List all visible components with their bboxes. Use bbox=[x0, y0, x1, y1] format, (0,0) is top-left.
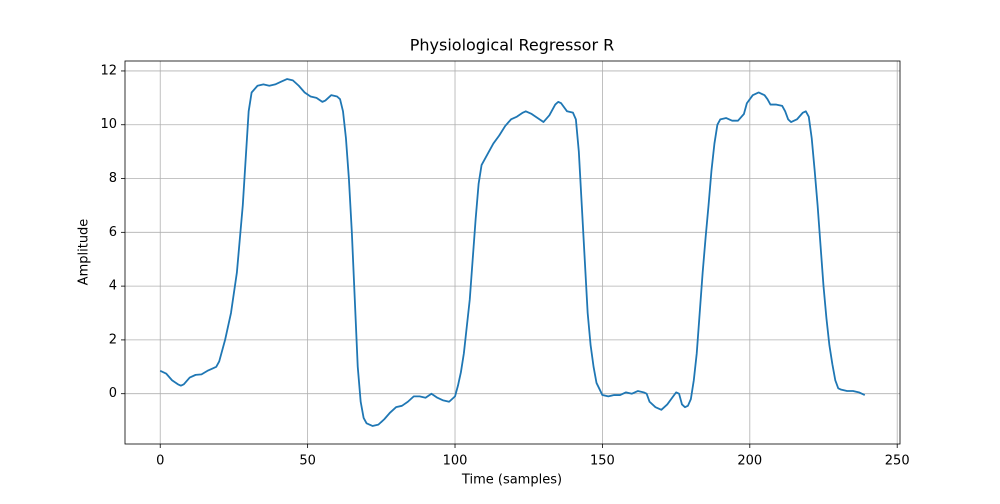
axes-frame bbox=[124, 60, 901, 445]
chart-title: Physiological Regressor R bbox=[410, 36, 615, 55]
x-axis-label: Time (samples) bbox=[461, 473, 562, 488]
y-tick-label: 10 bbox=[100, 117, 117, 132]
x-tick-label: 200 bbox=[737, 454, 762, 469]
x-tick-label: 100 bbox=[443, 454, 468, 469]
y-tick-label: 6 bbox=[109, 225, 117, 240]
y-tick-label: 8 bbox=[109, 171, 117, 186]
x-tick-label: 0 bbox=[156, 454, 164, 469]
y-tick-label: 2 bbox=[109, 332, 117, 347]
y-tick-label: 12 bbox=[100, 63, 117, 78]
y-tick-label: 0 bbox=[109, 386, 117, 401]
data-line bbox=[159, 78, 866, 427]
x-tick-label: 50 bbox=[299, 454, 316, 469]
y-tick-label: 4 bbox=[109, 279, 117, 294]
x-tick-label: 150 bbox=[590, 454, 615, 469]
grid bbox=[125, 61, 900, 444]
y-axis-label: Amplitude bbox=[77, 219, 92, 286]
x-tick-label: 250 bbox=[885, 454, 910, 469]
